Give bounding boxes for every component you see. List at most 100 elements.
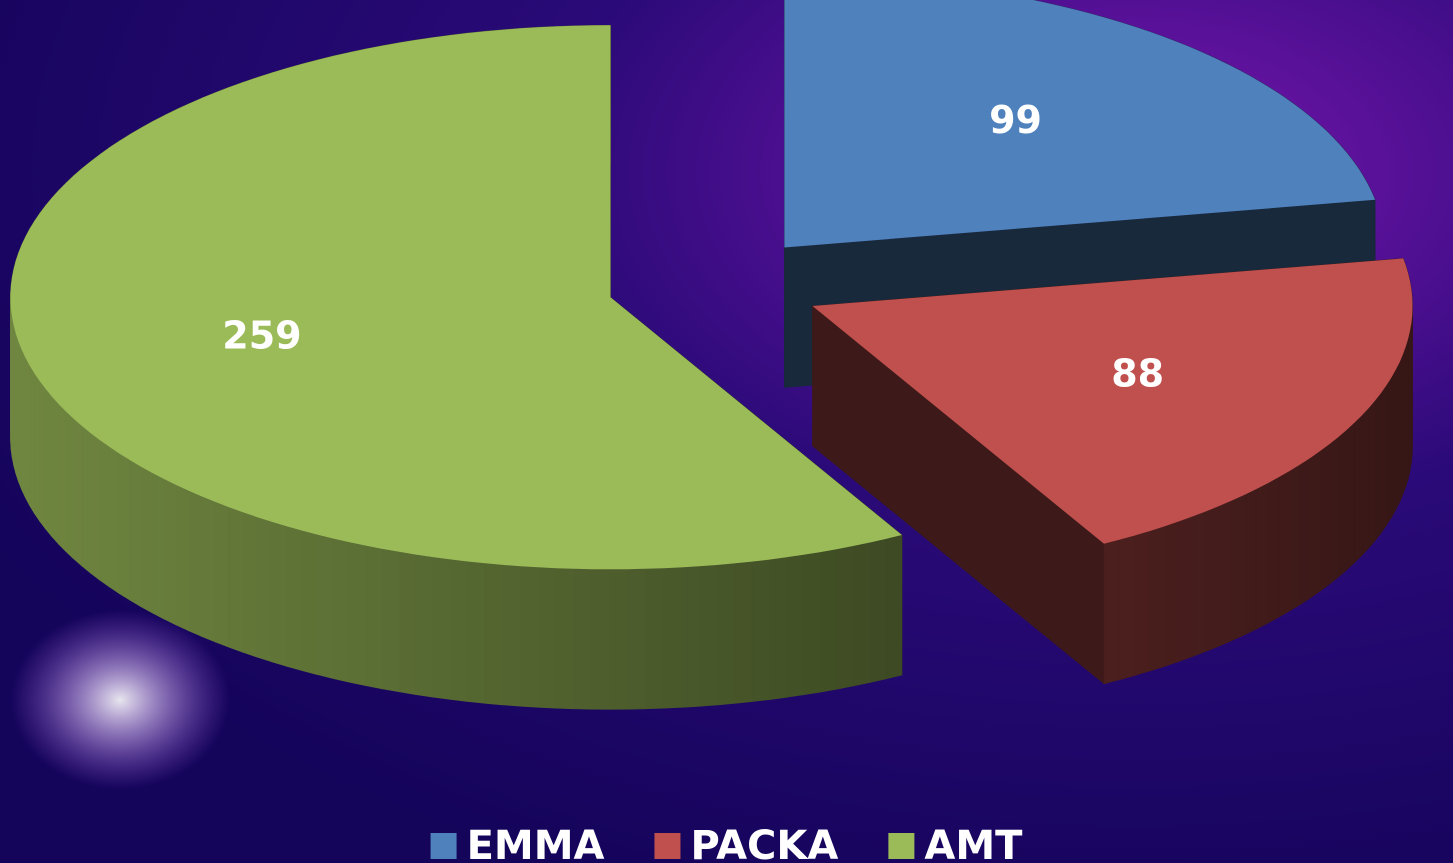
slice-side bbox=[1134, 530, 1150, 677]
slice-side bbox=[869, 538, 887, 683]
slice-side bbox=[609, 568, 628, 710]
slice-side bbox=[286, 526, 303, 671]
legend-label: AMT bbox=[924, 823, 1023, 863]
slice-side bbox=[51, 395, 59, 545]
slice-side bbox=[45, 387, 53, 538]
slice-side bbox=[415, 554, 434, 698]
slice-side bbox=[1163, 521, 1179, 668]
slice-side bbox=[73, 418, 83, 567]
data-label: 88 bbox=[1111, 352, 1164, 396]
pie: 99 259 88 bbox=[10, 0, 1413, 710]
slice-side bbox=[1391, 368, 1396, 519]
legend-swatch bbox=[654, 833, 681, 859]
slice-side bbox=[1395, 361, 1400, 511]
slice-side bbox=[663, 567, 682, 709]
slice-side bbox=[65, 410, 74, 560]
slice-side bbox=[680, 565, 700, 708]
legend-item: EMMA bbox=[430, 823, 605, 863]
legend: EMMA PACKA AMT bbox=[430, 823, 1023, 863]
slice-side bbox=[467, 561, 486, 704]
slice-top bbox=[812, 258, 1413, 544]
slice-side bbox=[627, 568, 646, 710]
slice-side bbox=[1103, 539, 1120, 685]
slice-side bbox=[1310, 450, 1321, 599]
slice-side bbox=[99, 439, 110, 588]
slice-side bbox=[484, 562, 503, 706]
slice-side bbox=[449, 559, 468, 702]
slice-side bbox=[1231, 494, 1245, 642]
slice-side bbox=[29, 364, 35, 515]
slice-side bbox=[1374, 392, 1382, 542]
slice-side bbox=[1267, 476, 1280, 624]
slice-side bbox=[1148, 526, 1164, 672]
slice-side bbox=[573, 568, 593, 710]
slice-side bbox=[214, 501, 230, 648]
slice-side bbox=[885, 534, 903, 680]
slice-side bbox=[34, 372, 41, 523]
slice-side bbox=[201, 496, 216, 643]
slice-side bbox=[228, 506, 244, 653]
slice-side bbox=[1320, 443, 1330, 592]
slice-top bbox=[784, 0, 1376, 248]
slice-side bbox=[1346, 422, 1355, 571]
slice-side bbox=[15, 333, 19, 482]
slice-side bbox=[152, 472, 165, 620]
slice-side bbox=[81, 425, 91, 574]
slice-side bbox=[1119, 535, 1135, 681]
slice-side bbox=[1405, 338, 1409, 487]
slice-side bbox=[58, 403, 67, 553]
slice-side bbox=[301, 530, 319, 676]
slice-side bbox=[1177, 516, 1193, 663]
slice-side bbox=[1191, 511, 1206, 658]
slice-side bbox=[333, 538, 350, 683]
slice-side bbox=[1399, 354, 1404, 503]
slice-side bbox=[645, 567, 664, 710]
slice-side bbox=[555, 567, 575, 710]
slice-side bbox=[853, 542, 871, 687]
slice-side bbox=[1402, 346, 1407, 495]
slice-side bbox=[1300, 457, 1311, 605]
legend-item: AMT bbox=[888, 823, 1023, 863]
slice-side bbox=[129, 459, 142, 608]
slice-side bbox=[1368, 399, 1376, 549]
slice-side bbox=[803, 551, 821, 696]
slice-side bbox=[1380, 384, 1387, 535]
slice-side bbox=[1218, 500, 1232, 647]
slice-side bbox=[256, 516, 273, 663]
slice-side bbox=[398, 551, 417, 695]
legend-swatch bbox=[888, 833, 915, 859]
slice-side bbox=[519, 565, 539, 708]
slice-side bbox=[1278, 470, 1291, 618]
slice-side bbox=[163, 478, 177, 626]
data-label: 99 bbox=[989, 98, 1042, 142]
slice-side bbox=[768, 556, 787, 700]
slice-side bbox=[1361, 407, 1369, 557]
slice-side bbox=[591, 568, 611, 710]
slice bbox=[10, 24, 903, 710]
slice-side bbox=[820, 548, 838, 693]
slice-side bbox=[242, 511, 258, 658]
slice-top bbox=[10, 25, 902, 570]
legend-label: PACKA bbox=[690, 823, 838, 863]
slice-side bbox=[1386, 376, 1392, 527]
slice-side bbox=[119, 453, 131, 601]
slice-side bbox=[271, 521, 288, 667]
legend-label: EMMA bbox=[467, 823, 605, 863]
slice-side bbox=[90, 432, 101, 581]
slice-side bbox=[1205, 505, 1219, 653]
slice-side bbox=[1255, 482, 1269, 630]
slice-side bbox=[751, 559, 770, 702]
slice-side bbox=[365, 545, 383, 690]
slice-side bbox=[836, 545, 855, 690]
slice-side bbox=[18, 341, 23, 490]
slice-side bbox=[13, 325, 17, 474]
slice-side bbox=[716, 563, 735, 706]
slice-side bbox=[537, 566, 557, 709]
slice-side bbox=[502, 564, 521, 707]
slice-side bbox=[21, 349, 26, 498]
slice-side bbox=[109, 446, 120, 595]
slice-side bbox=[786, 554, 804, 698]
slice bbox=[812, 258, 1413, 685]
slice-side bbox=[349, 541, 367, 686]
